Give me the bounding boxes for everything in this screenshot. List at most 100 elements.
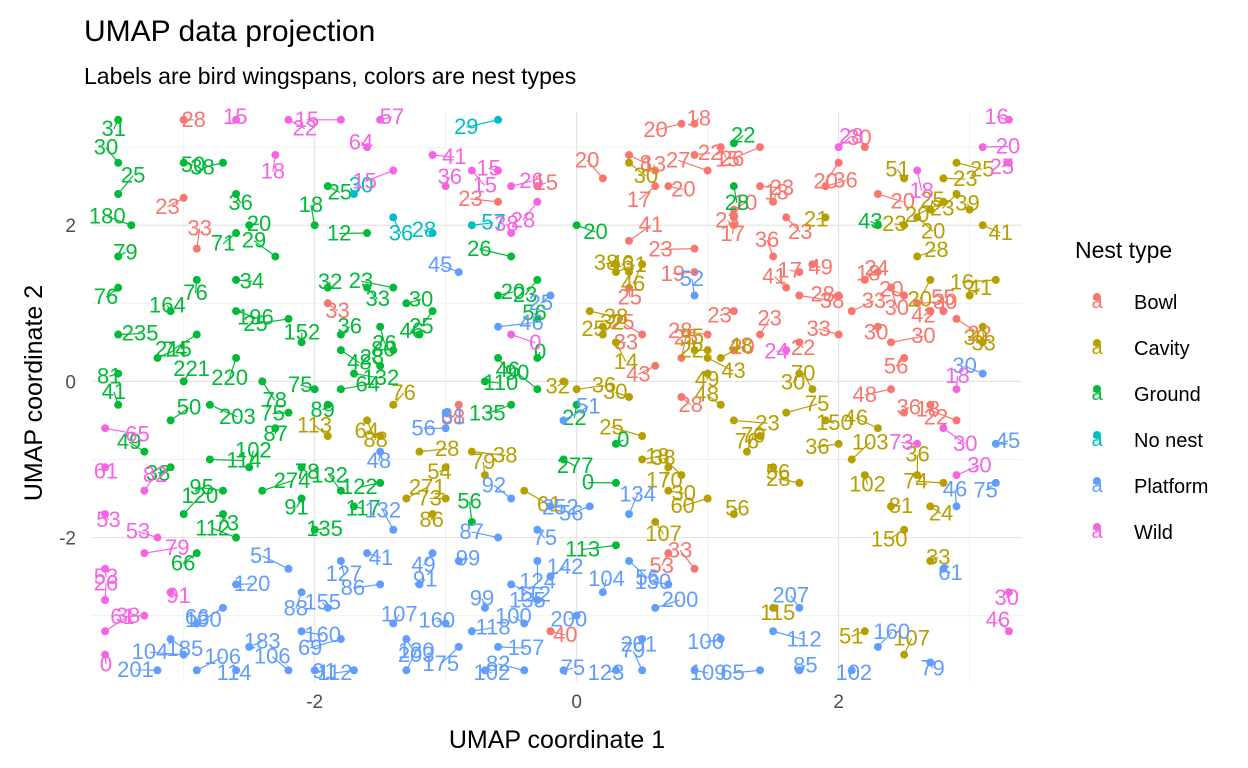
point-label: 75 [288, 372, 312, 397]
label-leader-line [733, 419, 768, 424]
data-point [598, 322, 607, 331]
point-label: 22 [679, 337, 703, 362]
data-point [376, 478, 385, 487]
point-label: 90 [505, 360, 529, 385]
legend-item-platform: a Platform [1091, 475, 1208, 498]
data-point [363, 229, 372, 238]
y-tick-label: -2 [59, 529, 76, 550]
label-leader-line [628, 224, 652, 242]
data-point [572, 400, 581, 409]
data-point [559, 377, 568, 386]
point-label: 106 [204, 644, 241, 669]
point-label: 66 [171, 550, 195, 575]
point-label: 75 [973, 477, 997, 502]
data-point [494, 291, 503, 300]
point-label: 23 [458, 186, 482, 211]
data-point [611, 478, 620, 487]
data-point [192, 666, 201, 675]
data-point [192, 619, 201, 628]
point-label: 42 [911, 303, 935, 328]
data-point [978, 369, 987, 378]
label-leader-line [209, 404, 238, 418]
data-point [952, 471, 961, 480]
data-point [677, 119, 686, 128]
data-point [232, 229, 241, 238]
point-label: 132 [363, 365, 400, 390]
label-leader-line [851, 300, 875, 312]
point-label: 41 [762, 264, 786, 289]
label-leader-line [956, 318, 980, 335]
point-label: 65 [720, 660, 744, 685]
data-point [271, 252, 280, 261]
data-point [664, 182, 673, 191]
data-point [677, 353, 686, 362]
data-point [887, 502, 896, 511]
label-leader-line [956, 162, 983, 170]
data-point [101, 627, 110, 636]
point-label: 43 [721, 358, 745, 383]
data-point [533, 275, 542, 284]
point-label: 30 [864, 320, 888, 345]
data-point [546, 502, 555, 511]
data-point [101, 424, 110, 433]
label-leader-line [479, 248, 512, 258]
point-label: 28 [668, 318, 692, 343]
data-point [494, 533, 503, 542]
data-point [520, 486, 529, 495]
point-label: 36 [896, 394, 920, 419]
data-point [494, 322, 503, 331]
data-point [756, 143, 765, 152]
point-label: 106 [687, 629, 724, 654]
point-label: 23 [155, 194, 179, 219]
point-label: 71 [211, 231, 235, 256]
data-point [533, 182, 542, 191]
legend-label: No nest [1134, 430, 1203, 452]
legend-label: Wild [1134, 522, 1173, 544]
point-label: 36 [337, 314, 361, 339]
data-point [690, 150, 699, 159]
point-label: 46 [844, 405, 868, 430]
point-label: 127 [326, 561, 363, 586]
data-point [965, 291, 974, 300]
point-label: 20 [501, 279, 525, 304]
point-label: 102 [473, 660, 510, 685]
legend-key-glyph: a [1091, 291, 1103, 313]
point-label: 38 [190, 155, 214, 180]
data-point [808, 260, 817, 269]
point-label: 28 [181, 107, 205, 132]
data-point [939, 564, 948, 573]
point-label: 87 [263, 421, 287, 446]
point-label: 170 [646, 467, 683, 492]
point-label: 33 [806, 316, 830, 341]
point-label: 87 [459, 519, 483, 544]
point-label: 25 [617, 284, 641, 309]
data-point [585, 307, 594, 316]
data-point [703, 166, 712, 175]
data-point [402, 494, 411, 503]
point-label: 15 [352, 169, 376, 194]
data-point [978, 338, 987, 347]
label-leader-line [707, 357, 734, 372]
data-point [323, 432, 332, 441]
point-label: 15 [223, 104, 247, 129]
data-point [533, 525, 542, 534]
data-point [376, 361, 385, 370]
legend-key-point [1093, 431, 1101, 439]
data-point [349, 189, 358, 198]
point-label: 26 [94, 570, 118, 595]
point-label: 50 [177, 395, 201, 420]
point-label: 50 [181, 152, 205, 177]
point-label: 36 [228, 190, 252, 215]
label-leader-line [682, 497, 708, 507]
data-point [192, 275, 201, 284]
data-point [769, 627, 778, 636]
point-label: 134 [619, 481, 656, 506]
data-point [769, 603, 778, 612]
data-point [900, 174, 909, 183]
point-label: 32 [318, 269, 342, 294]
point-label: 92 [482, 472, 506, 497]
data-point [415, 580, 424, 589]
point-label: 91 [284, 495, 308, 520]
point-label: 18 [764, 179, 788, 204]
